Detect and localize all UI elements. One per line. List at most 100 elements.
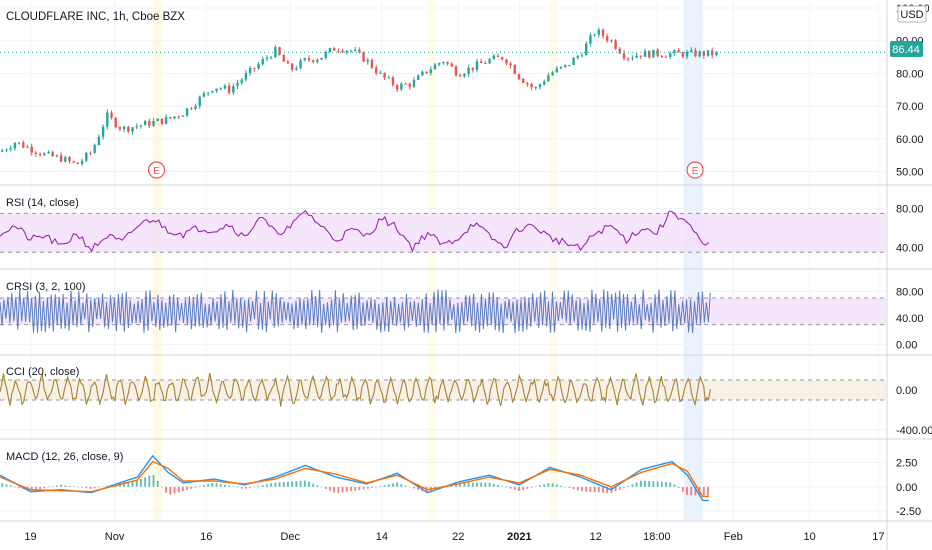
macd-histogram-bar (240, 486, 243, 489)
x-tick-label: 2021 (507, 531, 531, 543)
candle-body (261, 58, 264, 65)
candle-body (530, 84, 533, 88)
macd-histogram-bar (358, 486, 361, 490)
macd-histogram-bar (329, 486, 331, 491)
candle-body (635, 55, 638, 58)
candle-body (328, 48, 332, 52)
candle-body (337, 50, 340, 52)
candle-body (290, 63, 294, 70)
candle-body (76, 162, 80, 165)
candle-body (669, 53, 672, 57)
macd-histogram-bar (245, 486, 247, 489)
candle-body (55, 155, 59, 157)
macd-histogram-bar (547, 482, 550, 487)
candle-body (248, 67, 252, 74)
candle-body (282, 54, 285, 62)
candle-body (639, 55, 643, 57)
macd-histogram-bar (282, 481, 285, 487)
earnings-event-marker (686, 161, 704, 179)
candle-body (437, 63, 441, 65)
candle-body (631, 57, 634, 59)
candle-body (295, 68, 298, 70)
crsi-line (0, 289, 711, 334)
macd-histogram-bar (287, 481, 289, 487)
x-tick-label: 12 (590, 531, 602, 543)
macd-histogram-bar (85, 486, 88, 489)
candle-body (274, 47, 277, 58)
candle-body (702, 51, 706, 56)
candle-body (122, 126, 126, 130)
cci-pane[interactable] (0, 372, 711, 407)
candle-body (307, 58, 311, 61)
macd-histogram-bar (463, 482, 466, 487)
macd-histogram-bar (383, 485, 386, 487)
candle-body (190, 108, 193, 110)
rsi-pane[interactable] (0, 209, 710, 253)
candle-body (505, 59, 508, 64)
macd-pane[interactable] (0, 454, 709, 502)
candle-body (332, 48, 336, 51)
candle-body (564, 64, 567, 67)
macd-histogram-bar (198, 486, 201, 488)
x-tick-label: 14 (376, 531, 388, 543)
candle-body (673, 50, 676, 54)
candle-body (13, 142, 17, 149)
macd-histogram-bar (291, 481, 294, 487)
candle-body (454, 66, 458, 76)
candle-body (694, 50, 697, 57)
candle-body (324, 51, 327, 58)
currency-box[interactable] (897, 5, 927, 23)
candle-body (429, 69, 432, 74)
macd-histogram-bar (702, 486, 705, 496)
crsi-pane[interactable] (0, 289, 711, 334)
candle-body (118, 127, 122, 130)
candle-body (185, 108, 189, 116)
candle-body (30, 146, 33, 153)
macd-histogram-bar (190, 486, 193, 489)
earnings-event-label: E (153, 166, 160, 177)
macd-histogram-bar (266, 484, 268, 487)
x-axis[interactable]: 19 Nov 16 Dec 14 22 2021 12 18:00 Feb 10 17 (24, 531, 884, 543)
macd-histogram-bar (140, 478, 142, 487)
candle-body (412, 79, 416, 87)
candle-body (148, 120, 151, 126)
macd-histogram-bar (707, 486, 709, 496)
session-stripe-0 (152, 0, 162, 520)
candle-body (47, 151, 50, 154)
candle-body (232, 86, 235, 93)
candle-body (17, 142, 21, 144)
rsi-label: RSI (14, close) (6, 197, 79, 209)
macd-histogram-bar (518, 486, 520, 491)
band-fill-3 (0, 380, 886, 400)
candle-body (379, 72, 382, 74)
candle-body (471, 67, 474, 70)
candle-body (106, 112, 109, 127)
candle-body (181, 115, 185, 117)
macd-histogram-bar (261, 485, 264, 487)
candle-body (101, 126, 105, 137)
macd-histogram-bar (253, 486, 256, 488)
currency-label[interactable]: USD (900, 9, 923, 21)
y-axis[interactable]: 100.0090.0080.0070.0060.0050.0080.0040.0… (896, 3, 932, 518)
candle-body (353, 49, 357, 51)
macd-histogram-bar (127, 481, 130, 487)
candle-body (433, 64, 437, 70)
macd-histogram-bar (690, 486, 693, 496)
rsi-line (0, 209, 710, 253)
macd-histogram-bar (602, 486, 604, 493)
candle-body (526, 82, 529, 85)
macd-histogram-bar (186, 486, 189, 491)
macd-histogram-bar (362, 486, 365, 490)
candle-body (664, 56, 668, 58)
macd-histogram-bar (400, 484, 403, 487)
candle-body (173, 116, 176, 119)
macd-histogram-bar (560, 485, 562, 487)
candle-body (521, 78, 525, 83)
y-tick-0-3: 70.00 (896, 101, 924, 113)
macd-histogram-bar (417, 486, 420, 490)
macd-histogram-bar (316, 485, 319, 487)
macd-histogram-bar (148, 475, 151, 487)
candle-body (463, 73, 466, 77)
